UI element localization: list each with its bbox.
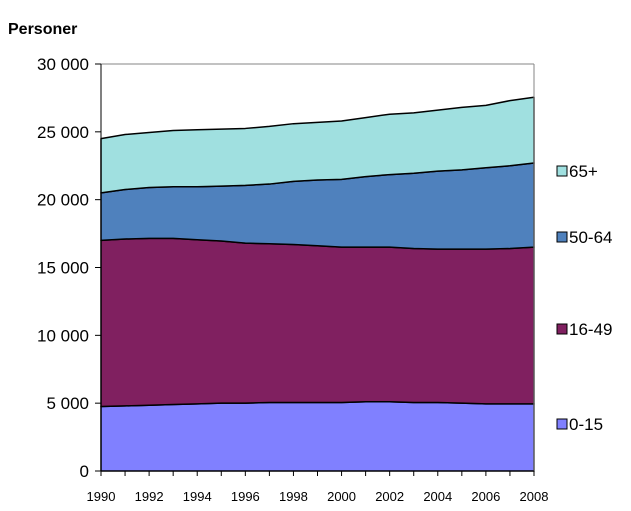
y-tick-label: 30 000 [37,55,89,74]
legend-swatch-65+ [556,165,568,177]
legend-swatch-50-64 [556,231,568,243]
legend: 65+ 50-64 16-49 0-15 [556,162,612,434]
tick-labels: 0 5 000 10 000 15 000 20 000 25 000 30 000 1990… [37,55,548,504]
x-tick-label: 2000 [327,489,356,504]
x-tick-label: 1998 [279,489,308,504]
legend-label-0-15: 0-15 [569,415,603,434]
legend-label-50-64: 50-64 [569,228,612,247]
legend-swatch-0-15 [556,418,568,430]
y-tick-label: 5 000 [46,394,89,413]
axes [95,63,535,476]
x-tick-label: 1994 [183,489,212,504]
y-tick-label: 20 000 [37,191,89,210]
x-tick-label: 1992 [135,489,164,504]
y-tick-label: 15 000 [37,259,89,278]
area-layers [100,96,535,472]
y-tick-label: 25 000 [37,123,89,142]
y-tick-label: 0 [80,462,89,481]
area-16-49 [100,237,535,408]
y-axis-title: Personer [8,21,77,38]
x-tick-label: 2006 [471,489,500,504]
x-tick-label: 2004 [423,489,452,504]
x-tick-label: 2008 [520,489,549,504]
legend-swatch-16-49 [556,323,568,335]
legend-label-16-49: 16-49 [569,320,612,339]
x-tick-label: 1990 [87,489,116,504]
x-tick-label: 2002 [375,489,404,504]
legend-label-65+: 65+ [569,162,598,181]
x-tick-label: 1996 [231,489,260,504]
area-0-15 [100,401,535,472]
y-tick-label: 10 000 [37,326,89,345]
